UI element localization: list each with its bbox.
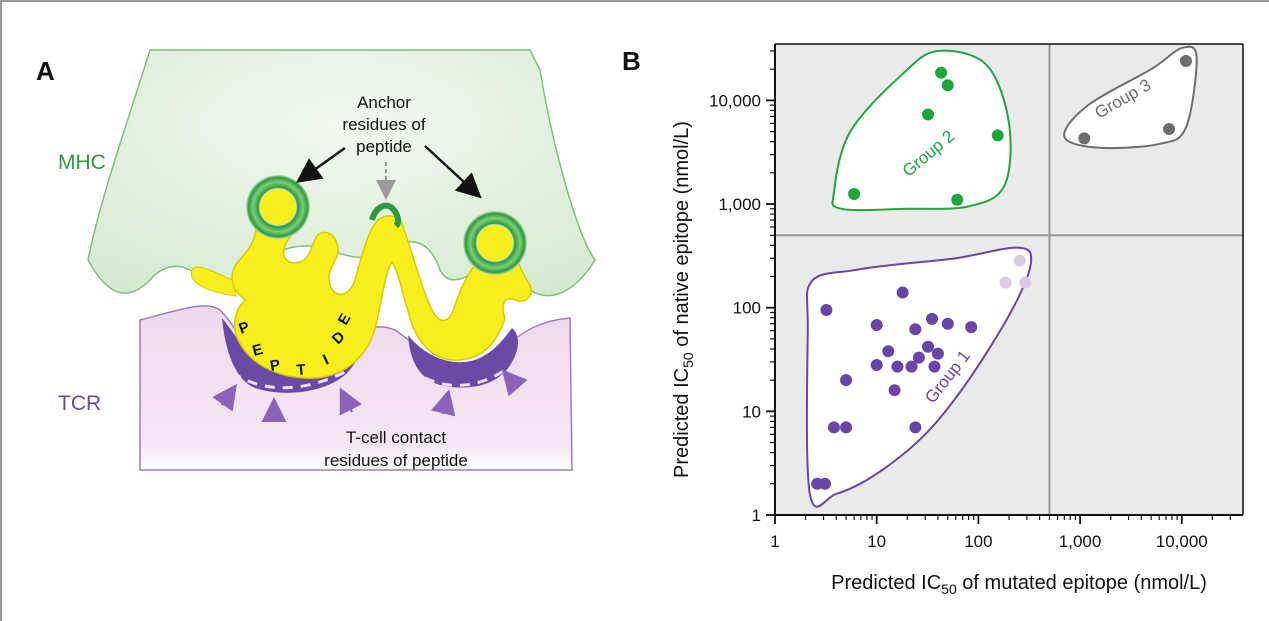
anchor-text-line1: Anchor (357, 93, 411, 112)
contact-arrow (431, 389, 456, 417)
y-tick-label: 1,000 (718, 195, 761, 214)
data-point (905, 360, 918, 373)
data-point (1013, 254, 1026, 267)
data-point (999, 276, 1012, 289)
data-point (991, 129, 1004, 142)
anchor-annotation: Anchor residues of peptide (342, 93, 425, 156)
y-axis-label: Predicted IC50 of native epitope (nmol/L… (671, 121, 696, 478)
data-point (1019, 276, 1032, 289)
peptide-letter: P (269, 356, 282, 374)
anchor-text-line3: peptide (356, 137, 412, 156)
data-point (941, 317, 954, 330)
panel-a: A MHC TCR P E P T I D E (36, 49, 596, 471)
x-tick-label: 10 (867, 532, 886, 551)
contact-arrow (212, 383, 237, 412)
quadrant-bg (1049, 235, 1243, 516)
data-point (1078, 132, 1091, 145)
peptide-side-arm (190, 266, 237, 297)
anchor-arrow-right (424, 145, 482, 199)
data-point (928, 360, 941, 373)
data-point (1163, 122, 1176, 135)
peptide-letter: T (296, 361, 307, 379)
data-point (941, 79, 954, 92)
panel-b-label: B (622, 46, 641, 76)
y-tick-label: 100 (733, 299, 761, 318)
data-point (922, 340, 935, 353)
contact-text-line1: T-cell contact (346, 428, 446, 447)
x-tick-label: 100 (964, 532, 992, 551)
data-point (888, 384, 901, 397)
data-point (922, 108, 935, 121)
group-outline (831, 49, 1012, 212)
group-outline (1063, 45, 1198, 150)
data-point (891, 360, 904, 373)
anchor-arrow-left (295, 146, 346, 183)
data-point (820, 304, 833, 317)
data-point (909, 421, 922, 434)
data-point (870, 319, 883, 332)
data-point (1179, 54, 1192, 67)
x-tick-label: 10,000 (1156, 532, 1208, 551)
data-point (909, 323, 922, 336)
contact-arrows (212, 369, 528, 422)
data-point (827, 421, 840, 434)
data-point (882, 345, 895, 358)
contact-text-line2: residues of peptide (324, 451, 468, 470)
data-point (840, 421, 853, 434)
data-point (848, 188, 861, 201)
data-point (818, 477, 831, 490)
y-tick-label: 10 (742, 402, 761, 421)
y-tick-label: 10,000 (709, 91, 761, 110)
anchor-pocket-middle (369, 202, 402, 229)
data-point (935, 66, 948, 79)
contact-arrow (501, 369, 528, 397)
mhc-label: MHC (58, 151, 106, 174)
tcr-pocket-right (408, 328, 518, 388)
data-point (912, 351, 925, 364)
data-point (896, 286, 909, 299)
tcr-contact-dashes-right (424, 366, 509, 387)
group-outline (805, 246, 1033, 508)
anchor-residue-left (260, 189, 296, 225)
data-point (951, 193, 964, 206)
peptide-letter: E (251, 341, 265, 360)
y-tick-label: 1 (752, 506, 761, 525)
tcr-label: TCR (58, 392, 101, 415)
panel-a-label: A (36, 56, 55, 86)
data-point (870, 358, 883, 371)
data-point (931, 347, 944, 360)
x-axis-label: Predicted IC50 of mutated epitope (nmol/… (831, 572, 1207, 597)
peptide-letter: I (321, 351, 332, 368)
x-tick-label: 1,000 (1059, 532, 1102, 551)
contact-arrow (339, 387, 363, 416)
anchor-text-line2: residues of (342, 115, 425, 134)
data-point (926, 312, 939, 325)
x-tick-label: 1 (770, 532, 779, 551)
anchor-residue-right (477, 225, 513, 261)
data-point (840, 374, 853, 387)
contact-annotation: T-cell contact residues of peptide (324, 428, 468, 470)
data-point (965, 321, 978, 334)
